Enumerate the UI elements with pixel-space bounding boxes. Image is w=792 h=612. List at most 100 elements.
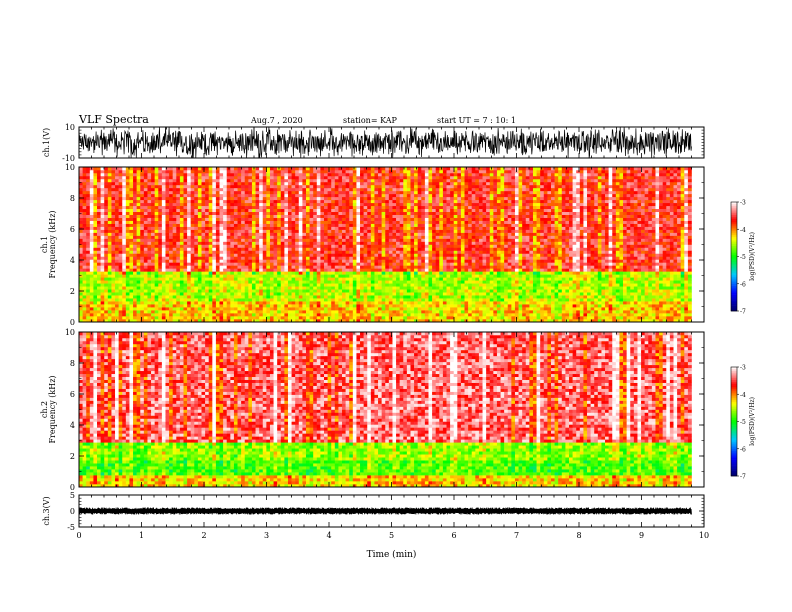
ch1-spectrogram-cell	[662, 259, 667, 263]
ch1-spectrogram-cell	[226, 310, 231, 314]
ch1-spectrogram-cell	[475, 271, 480, 275]
ch1-spectrogram-cell	[550, 319, 555, 323]
ch1-spectrogram-cell	[399, 271, 404, 275]
ch1-spectrogram-cell	[342, 283, 346, 287]
ch1-spectrogram-cell	[403, 292, 408, 296]
ch1-spectrogram-cell	[194, 301, 199, 305]
ch1-spectrogram-cell	[197, 262, 202, 266]
ch1-spectrogram-cell	[550, 298, 555, 302]
ch1-spectrogram-cell	[453, 292, 458, 296]
ch1-spectrogram-cell	[161, 259, 166, 263]
ch1-spectrogram-cell	[637, 253, 642, 257]
ch1-spectrogram-cell	[453, 298, 458, 302]
ch1-spectrogram-cell	[291, 289, 296, 293]
ch1-spectrogram-cell	[511, 274, 516, 278]
ch1-spectrogram-cell	[187, 313, 191, 317]
ch1-spectrogram-cell	[590, 289, 595, 293]
ch1-spectrogram-cell	[475, 247, 480, 251]
ch1-spectrogram-cell	[305, 250, 310, 254]
ch1-spectrogram-cell	[489, 286, 494, 290]
ch1-spectrogram-cell	[525, 247, 530, 251]
ch1-spectrogram-cell	[655, 241, 660, 245]
ch1-spectrogram-cell	[82, 298, 87, 302]
ch1-spectrogram-cell	[100, 271, 105, 275]
ch1-spectrogram-cell	[669, 274, 674, 278]
ch1-spectrogram-cell	[659, 259, 663, 263]
ch1-spectrogram-cell	[378, 268, 382, 272]
ch1-spectrogram-cell	[507, 313, 512, 317]
ch1-spectrogram-cell	[122, 319, 127, 323]
ch1-spectrogram-cell	[259, 265, 264, 269]
ch1-spectrogram-cell	[453, 259, 458, 263]
ch1-spectrogram-cell	[601, 319, 606, 323]
ch1-spectrogram-cell	[86, 280, 91, 284]
ch1-spectrogram-cell	[522, 313, 527, 317]
ch1-spectrogram-cell	[536, 244, 541, 248]
ch1-spectrogram-cell	[385, 277, 390, 281]
ch1-spectrogram-cell	[637, 256, 642, 260]
ch1-spectrogram-cell	[280, 271, 285, 275]
ch1-spectrogram-cell	[269, 298, 274, 302]
ch1-spectrogram-cell	[352, 319, 357, 323]
ch1-spectrogram-cell	[644, 313, 649, 317]
ch1-spectrogram-cell	[569, 319, 573, 323]
ch1-spectrogram-cell	[251, 286, 256, 290]
ch1-spectrogram-cell	[662, 289, 667, 293]
ch1-spectrogram-cell	[244, 313, 249, 317]
ch1-spectrogram-cell	[673, 289, 678, 293]
ch1-spectrogram-cell	[428, 247, 433, 251]
ch1-spectrogram-cell	[342, 307, 346, 311]
ch1-spectrogram-cell	[273, 298, 278, 302]
ch1-spectrogram-cell	[417, 277, 422, 281]
ch1-spectrogram-cell	[576, 268, 581, 272]
ch1-spectrogram-cell	[122, 244, 127, 248]
ch1-spectrogram-cell	[464, 307, 469, 311]
ch1-spectrogram-cell	[367, 238, 372, 242]
ch1-spectrogram-cell	[305, 298, 310, 302]
ch1-spectrogram-cell	[590, 283, 595, 287]
ch1-spectrogram-cell	[684, 292, 689, 296]
ch1-spectrogram-cell	[687, 238, 692, 242]
ch1-spectrogram-cell	[511, 247, 516, 251]
ch1-spectrogram-cell	[576, 259, 581, 263]
ch1-spectrogram-cell	[287, 250, 292, 254]
ch1-spectrogram-cell	[360, 292, 364, 296]
ch1-spectrogram-cell	[179, 256, 184, 260]
ch1-spectrogram-cell	[669, 307, 674, 311]
ch1-spectrogram-cell	[360, 268, 364, 272]
ch1-spectrogram-cell	[626, 268, 631, 272]
ch1-spectrogram-cell	[169, 256, 173, 260]
ch1-spectrogram-cell	[86, 286, 91, 290]
ch1-spectrogram-cell	[320, 307, 325, 311]
ch1-spectrogram-cell	[576, 238, 581, 242]
ch1-spectrogram-cell	[165, 292, 170, 296]
ch1-spectrogram-cell	[125, 292, 130, 296]
ch1-spectrogram-cell	[453, 271, 458, 275]
ch1-spectrogram-cell	[320, 250, 325, 254]
ch1-spectrogram-cell	[399, 298, 404, 302]
ch1-spectrogram-cell	[370, 256, 375, 260]
ch1-spectrogram-cell	[414, 289, 418, 293]
ch1-spectrogram-cell	[255, 253, 260, 257]
ch1-spectrogram-cell	[471, 310, 476, 314]
ch1-spectrogram-cell	[522, 256, 527, 260]
ch1-spectrogram-cell	[680, 298, 685, 302]
ch1-spectrogram-cell	[522, 295, 527, 299]
ch1-spectrogram-cell	[478, 286, 483, 290]
ch1-spectrogram-cell	[435, 241, 440, 245]
ch1-spectrogram-cell	[666, 298, 671, 302]
ch1-spectrogram-cell	[572, 259, 577, 263]
ch1-spectrogram-cell	[576, 310, 581, 314]
ch1-spectrogram-cell	[133, 319, 137, 323]
ch1-spectrogram-cell	[309, 250, 314, 254]
ch1-spectrogram-cell	[525, 259, 530, 263]
ch1-spectrogram-cell	[486, 256, 491, 260]
ch1-spectrogram-cell	[158, 271, 163, 275]
ch1-spectrogram-cell	[115, 274, 119, 278]
ch1-spectrogram-cell	[619, 262, 624, 266]
ch1-spectrogram-cell	[655, 319, 660, 323]
ch1-spectrogram-cell	[298, 319, 303, 323]
ch1-spectrogram-cell	[342, 301, 346, 305]
ch1-spectrogram-cell	[273, 301, 278, 305]
ch1-spectrogram-cell	[381, 265, 386, 269]
